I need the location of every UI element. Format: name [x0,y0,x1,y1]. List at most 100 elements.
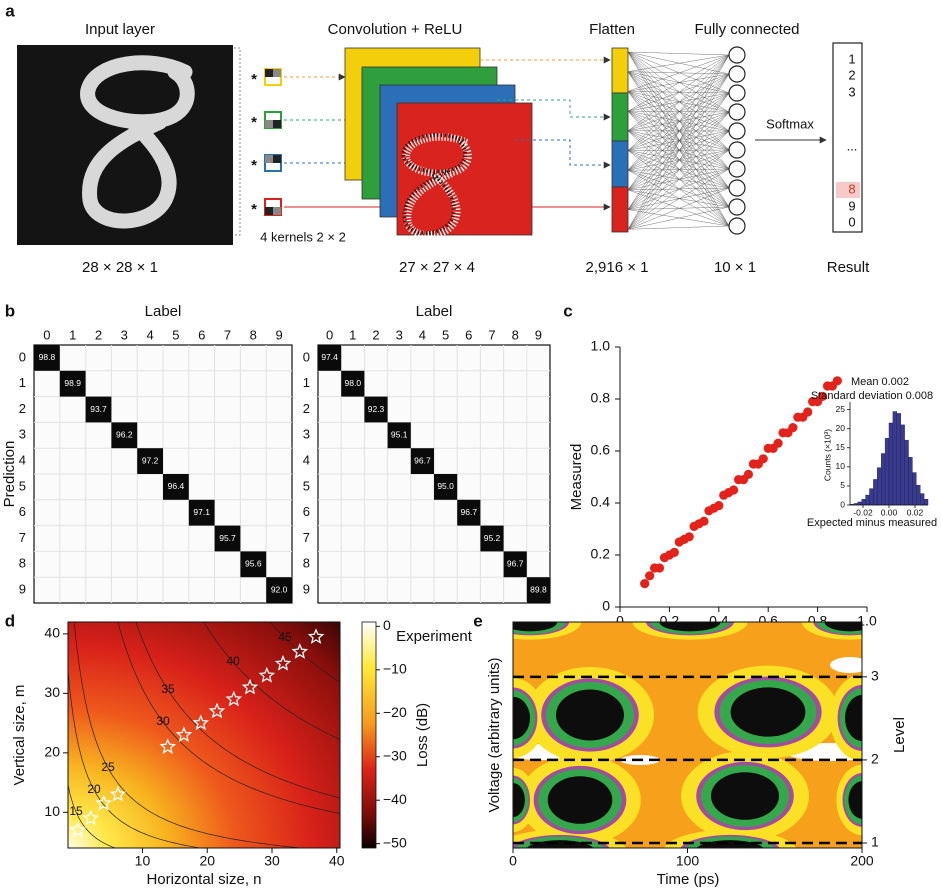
colorbar-tick-label: 0 [383,617,391,633]
kernel-cell [265,120,273,128]
figure: abcdeInput layerConvolution + ReLUFlatte… [0,0,941,889]
y-tick-label: 20 [44,744,60,760]
y-tick-label: 5 [19,478,26,493]
colorbar-tick-label: −10 [383,661,407,677]
x-tick-label: 200 [850,853,874,869]
neuron [729,142,745,158]
cell-value: 98.8 [39,352,56,362]
result-label: 8 [848,181,855,196]
x-tick-label: 100 [676,853,700,869]
contour-label: 40 [226,654,240,668]
x-tick-label: 5 [442,327,449,342]
layer-title: Convolution + ReLU [328,21,463,38]
y-tick-label: 9 [19,582,26,597]
layer-size: 28 × 28 × 1 [82,259,158,276]
y-tick-label: 30 [44,684,60,700]
result-label: 3 [848,84,855,99]
y-tick-label: 0 [19,349,26,364]
cell-value: 97.4 [321,352,338,362]
eye-contour [711,772,779,820]
hist-bar [889,423,893,505]
colorbar [362,622,376,848]
cell-value: 96.7 [461,507,478,517]
point [759,454,768,463]
hist-bar [866,495,870,505]
x-tick-label: 2 [372,327,379,342]
hist-bar [881,454,885,506]
cell-value: 95.1 [391,430,408,440]
kernel-cell [273,207,281,215]
y-axis-label: Measured [568,444,585,511]
cell-value: 95.7 [219,533,236,543]
operator: * [251,114,257,131]
cell-value: 95.6 [245,559,262,569]
x-tick-label: 4 [419,327,426,342]
colorbar-tick-label: −20 [383,704,407,720]
bracket [234,48,240,235]
point [788,423,797,432]
x-tick-label: 8 [512,327,519,342]
inset-y-tick-label: 0 [840,499,845,509]
y-tick-label: 6 [303,504,310,519]
layer-title: Flatten [589,21,635,38]
hist-bar [905,440,909,505]
eye-plot [479,604,898,874]
inset-y-tick-label: 20 [836,423,846,433]
connection [628,170,729,188]
neuron [729,218,745,234]
inset-y-tick-label: 25 [836,404,846,414]
y-tick-label: 8 [303,556,310,571]
x-tick-label: 0 [43,327,50,342]
neuron [729,66,745,82]
x-tick-label: 9 [275,327,282,342]
hist-bar [901,425,905,505]
neuron [729,47,745,63]
y-tick-label: 0 [303,349,310,364]
connection [628,52,729,74]
hist-bar [885,438,889,505]
operator: * [251,201,257,218]
point [833,376,842,385]
panel-label: b [5,301,15,320]
flatten-segment [612,141,628,187]
connection [628,93,729,190]
contour-label: 15 [69,804,83,818]
eye-contour [731,687,806,736]
inset-y-label: Counts (×10³) [822,429,832,481]
point [744,470,753,479]
x-tick-label: 7 [224,327,231,342]
x-tick-label: 0 [509,853,517,869]
caption: Experiment [396,628,473,645]
connection [628,131,729,151]
y-tick-label: 1.0 [591,338,611,354]
inset-x-tick-label: 0.02 [907,507,924,517]
panel-label: d [5,611,15,630]
eye-white [830,657,870,673]
connection [628,52,729,55]
hist-bar [920,494,924,505]
result-label: 1 [848,51,855,66]
colorbar-tick-label: −40 [383,791,407,807]
x-tick-label: 40 [329,853,345,869]
point [640,579,649,588]
y-tick-label: 2 [19,401,26,416]
cell-value: 92.3 [368,404,385,414]
connection [628,55,729,91]
y-tick-label: 0.6 [591,442,611,458]
x-tick-label: 20 [199,853,215,869]
annotation: Mean 0.002 [851,376,909,388]
x-tick-label: 8 [250,327,257,342]
annotation: Standard deviation 0.008 [811,390,933,402]
eye-contour [556,690,624,741]
y-tick-label: 3 [303,427,310,442]
y-tick-label: 4 [303,453,310,468]
y-tick-label: 1 [303,375,310,390]
cell-value: 96.4 [168,481,185,491]
connection [628,131,729,150]
hist-bar [877,468,881,505]
panel-label: c [563,301,572,320]
hist-bar [862,499,866,505]
result-label: ... [847,138,858,153]
connection [628,52,729,150]
x-tick-label: 3 [121,327,128,342]
